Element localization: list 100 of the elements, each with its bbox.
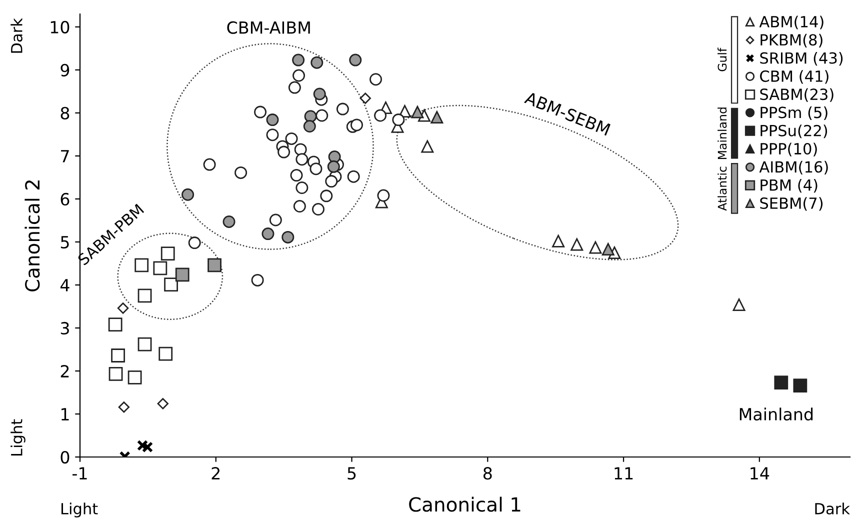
point	[304, 110, 317, 123]
annotation: Atlantic	[718, 166, 727, 211]
y-tick-label: 5	[60, 236, 69, 249]
point	[303, 120, 316, 133]
point	[266, 114, 279, 126]
text: Dark	[10, 18, 22, 53]
point	[411, 106, 424, 118]
point	[793, 378, 808, 393]
point	[296, 153, 308, 166]
point	[138, 337, 152, 352]
legend-label: ABM(14)	[759, 16, 824, 30]
point	[310, 56, 324, 69]
y-tick-label: 7	[61, 150, 69, 162]
legend-label: SRIBM (43)	[760, 52, 843, 66]
legend-label: SEBM(7)	[760, 197, 823, 211]
y-tick-label: 9	[60, 64, 70, 76]
point	[108, 367, 123, 381]
point	[262, 228, 274, 240]
y-tick-label: 10	[50, 20, 70, 34]
point	[602, 243, 614, 256]
point	[138, 288, 152, 303]
point	[278, 146, 290, 158]
point	[128, 370, 142, 384]
point	[118, 402, 130, 413]
point	[288, 81, 301, 94]
x-tick-label: 8	[483, 467, 492, 480]
text: Light	[10, 419, 26, 456]
legend-label: SABM(23)	[760, 88, 834, 102]
point	[294, 143, 307, 156]
point	[290, 169, 303, 182]
point	[336, 102, 349, 116]
point	[296, 182, 308, 194]
point	[188, 236, 201, 250]
point	[254, 106, 267, 118]
point	[312, 203, 324, 216]
legend-label: PPSm (5)	[760, 106, 828, 120]
x-tick-label: 11	[614, 467, 633, 480]
y-tick-label: 0	[60, 450, 70, 464]
legend-label: AIBM(16)	[759, 160, 828, 174]
point	[208, 258, 222, 272]
point	[157, 398, 168, 410]
point	[158, 346, 173, 361]
point	[108, 318, 122, 332]
x-tick-label: 5	[348, 467, 356, 480]
point	[111, 348, 125, 362]
point	[430, 110, 444, 124]
text: Light	[62, 502, 98, 518]
text: Dark	[815, 502, 850, 514]
point	[285, 132, 298, 145]
point	[313, 88, 326, 100]
point	[117, 302, 129, 314]
point	[377, 189, 390, 202]
point	[421, 140, 434, 153]
point	[164, 278, 178, 292]
point	[732, 298, 746, 311]
point	[589, 241, 602, 254]
legend-label: PBM (4)	[760, 179, 818, 193]
point	[292, 69, 306, 82]
point	[292, 54, 305, 66]
point	[374, 109, 387, 122]
y-tick-label: 6	[60, 192, 70, 206]
point	[328, 150, 341, 164]
point	[203, 158, 216, 171]
point	[182, 188, 194, 201]
point	[310, 162, 322, 176]
point	[370, 73, 382, 86]
point	[552, 234, 565, 248]
point	[392, 114, 405, 126]
x-axis-title: Canonical 1	[409, 496, 520, 512]
point	[266, 128, 279, 142]
x-tick-label: 2	[212, 467, 220, 480]
point	[316, 109, 328, 122]
x-tick-label: -1	[72, 467, 87, 480]
y-tick-label: 8	[60, 106, 70, 120]
point	[570, 238, 584, 251]
point	[153, 261, 168, 276]
point	[327, 160, 340, 173]
point	[269, 214, 282, 226]
y-tick-label: 2	[60, 364, 69, 378]
point	[282, 230, 294, 244]
point	[320, 190, 333, 202]
y-tick-label: 4	[60, 279, 70, 292]
point	[175, 268, 190, 282]
point	[251, 274, 264, 286]
annotation: Mainland	[718, 108, 727, 160]
point	[160, 246, 175, 261]
legend-label: CBM (41)	[760, 70, 828, 84]
point	[234, 166, 248, 179]
point	[350, 118, 363, 132]
point	[325, 175, 338, 188]
legend-label: PPP(10)	[760, 142, 817, 156]
annotation: Gulf	[718, 48, 727, 72]
legend-label: PKBM(8)	[760, 34, 822, 48]
point	[774, 376, 788, 390]
point	[222, 215, 236, 228]
point	[293, 200, 306, 213]
y-tick-label: 3	[60, 322, 69, 335]
x-tick-label: 14	[750, 467, 770, 480]
point	[360, 92, 371, 104]
annotation: CBM-AIBM	[227, 21, 310, 34]
